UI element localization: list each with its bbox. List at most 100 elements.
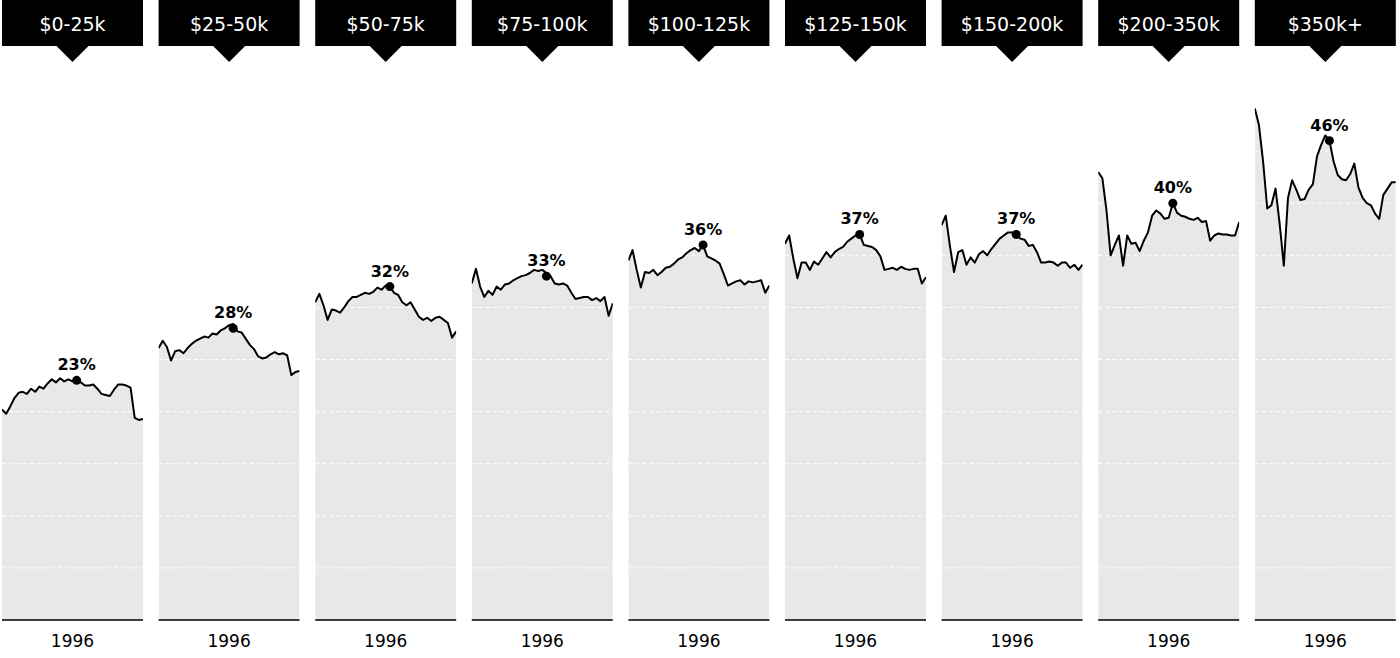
grid-line <box>472 203 613 204</box>
grid-line <box>2 255 143 256</box>
grid-line <box>628 203 769 204</box>
grid-line <box>785 515 926 516</box>
baseline <box>472 619 613 621</box>
grid-line <box>472 567 613 568</box>
grid-line <box>315 463 456 464</box>
grid-line <box>1255 307 1396 308</box>
grid-line <box>315 359 456 360</box>
grid-line <box>159 567 300 568</box>
title-box <box>942 0 1083 62</box>
grid-line <box>628 359 769 360</box>
panel-title: $125-150k <box>804 13 906 35</box>
marks <box>628 99 769 620</box>
area <box>942 216 1083 620</box>
grid-line <box>472 359 613 360</box>
grid-line <box>2 307 143 308</box>
panel-title: $100-125k <box>648 13 750 35</box>
grid-line <box>785 203 926 204</box>
grid-line <box>628 567 769 568</box>
grid-line <box>942 463 1083 464</box>
panel: $50-75k199632% <box>315 0 456 651</box>
marks <box>2 99 143 620</box>
baseline <box>159 619 300 621</box>
grid-line <box>1098 99 1239 100</box>
marks <box>1255 99 1396 620</box>
grid-line <box>785 359 926 360</box>
area <box>1255 108 1396 620</box>
area <box>472 269 613 620</box>
grid-line <box>315 307 456 308</box>
grid-line <box>315 203 456 204</box>
line <box>785 234 926 283</box>
grid-line <box>1098 567 1239 568</box>
grid-line <box>785 411 926 412</box>
panel-title: $150-200k <box>961 13 1063 35</box>
grid-line <box>785 151 926 152</box>
grid-line <box>942 203 1083 204</box>
grid-line <box>2 515 143 516</box>
grid-line <box>159 515 300 516</box>
x-tick-label: 1996 <box>51 631 94 651</box>
peak-dot <box>855 230 864 239</box>
grid-line <box>315 411 456 412</box>
grid-line <box>942 307 1083 308</box>
peak-label: 33% <box>527 251 565 270</box>
grid-line <box>315 151 456 152</box>
peak-dot <box>542 272 551 281</box>
grid-line <box>2 203 143 204</box>
title-box <box>785 0 926 62</box>
line <box>2 378 143 420</box>
peak-label: 37% <box>840 209 878 228</box>
baseline <box>2 619 143 621</box>
marks <box>315 99 456 620</box>
line <box>1255 108 1396 265</box>
line <box>315 286 456 338</box>
marks <box>159 99 300 620</box>
x-tick-label: 1996 <box>990 631 1033 651</box>
title-box <box>628 0 769 62</box>
peak-dot <box>72 376 81 385</box>
chart-svg: $0-25k199623%$25-50k199628%$50-75k199632… <box>0 0 1400 658</box>
peak-label: 40% <box>1154 178 1192 197</box>
peak-label: 32% <box>371 262 409 281</box>
title-box <box>1255 0 1396 62</box>
grid-line <box>942 99 1083 100</box>
grid-line <box>628 515 769 516</box>
line <box>1098 172 1239 266</box>
grid-line <box>1255 359 1396 360</box>
grid-line <box>942 359 1083 360</box>
grid-line <box>2 567 143 568</box>
grid-line <box>1098 151 1239 152</box>
grid-line <box>1255 255 1396 256</box>
marks <box>785 99 926 620</box>
grid-line <box>159 359 300 360</box>
panel-title: $25-50k <box>190 13 268 35</box>
grid-line <box>1098 359 1239 360</box>
panel: $0-25k199623% <box>2 0 143 651</box>
peak-dot <box>1168 199 1177 208</box>
grid-line <box>1255 99 1396 100</box>
peak-label: 46% <box>1310 116 1348 135</box>
grid-line <box>2 151 143 152</box>
title-box <box>159 0 300 62</box>
peak-dot <box>699 240 708 249</box>
grid-line <box>1098 255 1239 256</box>
grid-line <box>1098 515 1239 516</box>
area <box>315 286 456 620</box>
baseline <box>785 619 926 621</box>
grid-line <box>1098 463 1239 464</box>
grid-line <box>159 255 300 256</box>
area <box>159 324 300 620</box>
grid-line <box>315 99 456 100</box>
area <box>2 378 143 620</box>
peak-label: 23% <box>57 355 95 374</box>
grid-line <box>472 307 613 308</box>
grid-line <box>472 99 613 100</box>
panel-title: $50-75k <box>347 13 425 35</box>
baseline <box>942 619 1083 621</box>
grid-line <box>159 99 300 100</box>
peak-label: 36% <box>684 220 722 239</box>
grid-line <box>785 463 926 464</box>
x-tick-label: 1996 <box>207 631 250 651</box>
grid-line <box>315 567 456 568</box>
